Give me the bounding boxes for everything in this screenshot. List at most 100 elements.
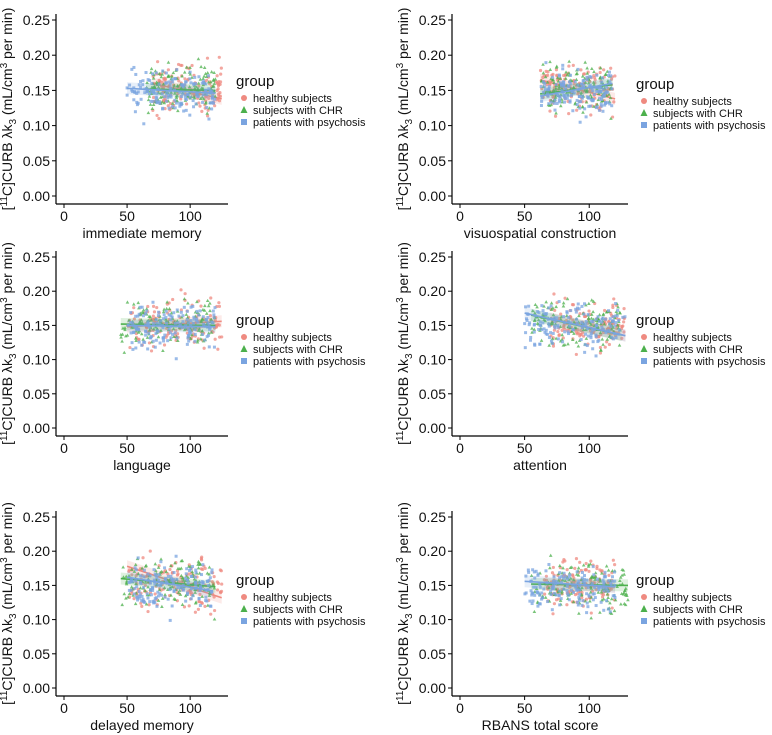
data-point [143, 91, 147, 95]
data-point [607, 70, 611, 74]
data-point [170, 101, 175, 105]
data-point [176, 590, 181, 594]
data-point [539, 104, 543, 108]
data-point [566, 93, 570, 97]
data-point [175, 599, 179, 603]
data-point [523, 346, 527, 350]
data-point [598, 96, 602, 100]
data-point [200, 580, 204, 584]
legend-label: subjects with CHR [253, 344, 343, 356]
data-point [596, 85, 600, 89]
data-point [161, 107, 165, 111]
x-axis-title: language [113, 457, 171, 473]
data-point [194, 580, 198, 584]
x-tick-label: 50 [119, 208, 135, 224]
data-point [191, 321, 195, 325]
data-point [600, 326, 604, 330]
fit-line [539, 82, 613, 97]
data-point [562, 587, 566, 591]
y-axis-title-part: 3 [0, 62, 10, 68]
data-point [560, 328, 564, 332]
legend-title: group [636, 312, 674, 329]
data-point [219, 591, 223, 595]
data-point [571, 328, 575, 332]
data-point [549, 100, 553, 104]
data-point [201, 315, 205, 319]
data-point [209, 70, 214, 74]
x-tick-label: 0 [456, 700, 464, 716]
data-point [206, 80, 211, 84]
data-point [562, 100, 566, 104]
data-point [600, 571, 604, 575]
data-point [216, 347, 220, 351]
data-point [575, 317, 579, 321]
data-point [598, 351, 603, 355]
data-point [575, 572, 579, 576]
data-point [169, 574, 173, 578]
data-point [590, 86, 594, 90]
data-point [541, 75, 545, 80]
data-point [162, 343, 167, 347]
data-point [210, 96, 214, 100]
data-point [136, 338, 141, 342]
data-point [160, 596, 165, 600]
data-point [210, 571, 214, 575]
data-point [562, 95, 566, 99]
data-point [600, 104, 604, 108]
y-axis-title-part: [ [395, 441, 411, 445]
data-point [552, 292, 556, 296]
data-point [575, 588, 579, 592]
data-point [217, 99, 222, 103]
data-point [611, 305, 615, 310]
data-point [589, 319, 593, 323]
data-point [569, 73, 573, 77]
data-point [166, 339, 170, 343]
data-point [619, 602, 623, 606]
data-point [127, 592, 132, 596]
data-point [595, 323, 599, 327]
data-point [173, 91, 177, 95]
data-point [133, 586, 137, 590]
data-point [551, 78, 556, 82]
data-point [609, 74, 613, 78]
data-point [602, 308, 607, 313]
data-point [599, 89, 603, 93]
y-axis-title: [11C]CURB λk3 (mL/cm3 per min) [395, 8, 415, 211]
y-tick-label: 0.00 [23, 420, 50, 436]
y-axis-title-part: 11 [395, 430, 406, 441]
data-point [578, 560, 582, 564]
data-point [178, 592, 183, 596]
data-point [533, 311, 537, 315]
data-point [180, 326, 184, 330]
data-point [592, 104, 596, 108]
data-point [598, 579, 603, 583]
data-point [598, 86, 602, 90]
data-point [176, 332, 180, 336]
data-point [617, 343, 622, 347]
data-point [616, 308, 620, 312]
data-point [624, 592, 629, 596]
data-point [148, 549, 152, 553]
data-point [184, 80, 188, 84]
data-point [186, 301, 190, 305]
data-point [192, 82, 196, 86]
data-point [149, 349, 154, 353]
data-point [130, 341, 134, 345]
data-point [615, 584, 619, 588]
data-point [150, 81, 154, 85]
data-point [155, 604, 159, 608]
data-point [205, 93, 209, 97]
data-point [565, 577, 569, 581]
data-point [197, 313, 201, 317]
data-point [612, 608, 617, 613]
data-point [611, 594, 615, 598]
data-point [554, 587, 558, 591]
data-point [611, 337, 615, 341]
data-point [147, 341, 152, 345]
data-point [553, 114, 558, 118]
data-point [531, 568, 535, 572]
data-point [151, 99, 155, 103]
data-point [156, 85, 161, 89]
data-point [202, 81, 206, 85]
data-point [588, 93, 593, 97]
